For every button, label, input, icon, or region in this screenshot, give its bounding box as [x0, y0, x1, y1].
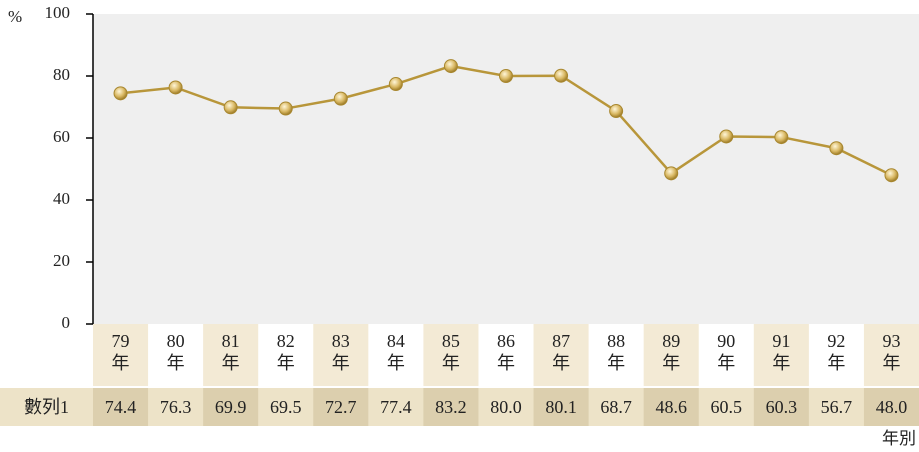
row-label-cell [0, 388, 93, 426]
value-cell [753, 388, 810, 426]
marker [278, 101, 293, 116]
value-cell [588, 388, 645, 426]
x-tick-label: 92 年 [827, 331, 846, 373]
value-cell [368, 388, 424, 426]
value-cell [643, 388, 700, 426]
marker [719, 129, 734, 144]
category-cell [423, 324, 479, 386]
marker [774, 130, 789, 145]
x-tick-label: 87 年 [552, 331, 571, 373]
y-tick-label: 60 [53, 127, 70, 146]
x-tick-label: 93 年 [882, 331, 901, 373]
plot-area [93, 14, 919, 324]
value-cell [313, 388, 369, 426]
value-cell [698, 388, 755, 426]
marker [443, 59, 458, 74]
value-label: 60.5 [710, 397, 743, 417]
category-cell [148, 324, 204, 386]
x-tick-label: 82 年 [276, 331, 295, 373]
x-tick-label: 85 年 [441, 331, 460, 373]
value-label: 76.3 [159, 397, 192, 417]
marker [829, 141, 844, 156]
marker [113, 86, 128, 101]
y-tick-label: 100 [45, 3, 71, 22]
marker [388, 77, 403, 92]
marker [499, 69, 513, 83]
value-cell [863, 388, 919, 426]
marker [884, 168, 899, 183]
value-label: 80.1 [545, 397, 577, 417]
category-cell [258, 324, 314, 386]
category-cell [93, 324, 149, 386]
value-label: 77.4 [380, 397, 412, 417]
value-label: 56.7 [820, 397, 853, 417]
value-label: 60.3 [765, 397, 798, 417]
x-tick-label: 88 年 [607, 331, 626, 373]
x-tick-label: 83 年 [331, 331, 350, 373]
value-label: 48.6 [655, 397, 687, 417]
marker [664, 166, 679, 181]
marker [223, 100, 238, 115]
value-cell [148, 388, 204, 426]
marker [168, 80, 183, 95]
category-cell [808, 324, 865, 386]
category-cell [863, 324, 919, 386]
value-label: 48.0 [875, 397, 908, 417]
value-label: 83.2 [435, 397, 467, 417]
category-cell [478, 324, 535, 386]
y-unit: % [8, 7, 22, 26]
marker [554, 68, 569, 83]
x-tick-label: 79 年 [111, 331, 130, 373]
x-tick-label: 81 年 [221, 331, 240, 373]
category-cell [203, 324, 259, 386]
value-cell [808, 388, 865, 426]
x-tick-label: 91 年 [772, 331, 791, 373]
category-cell [753, 324, 810, 386]
y-tick-label: 20 [53, 251, 70, 270]
value-label: 69.9 [214, 397, 247, 417]
value-label: 68.7 [600, 397, 632, 417]
value-cell [423, 388, 479, 426]
value-label: 72.7 [325, 397, 357, 417]
value-cell [478, 388, 535, 426]
value-cell [93, 388, 149, 426]
value-label: 80.0 [490, 397, 522, 417]
category-cell [313, 324, 369, 386]
y-tick-label: 0 [62, 313, 71, 332]
category-cell [588, 324, 645, 386]
x-axis-label: 年別 [882, 429, 916, 448]
value-label: 69.5 [269, 397, 302, 417]
value-cell [533, 388, 590, 426]
x-tick-label: 89 年 [662, 331, 681, 373]
category-cell [368, 324, 424, 386]
x-tick-label: 86 年 [496, 331, 515, 373]
x-tick-label: 84 年 [386, 331, 405, 373]
value-label: 74.4 [104, 397, 137, 417]
marker [333, 91, 348, 106]
category-cell [533, 324, 590, 386]
marker [609, 104, 624, 119]
value-cell [258, 388, 314, 426]
category-cell [643, 324, 700, 386]
y-tick-label: 80 [53, 65, 70, 84]
x-tick-label: 80 年 [166, 331, 185, 373]
x-tick-label: 90 年 [717, 331, 736, 373]
series-name: 數列1 [24, 397, 69, 417]
category-cell [698, 324, 755, 386]
value-cell [203, 388, 259, 426]
y-tick-label: 40 [53, 189, 70, 208]
